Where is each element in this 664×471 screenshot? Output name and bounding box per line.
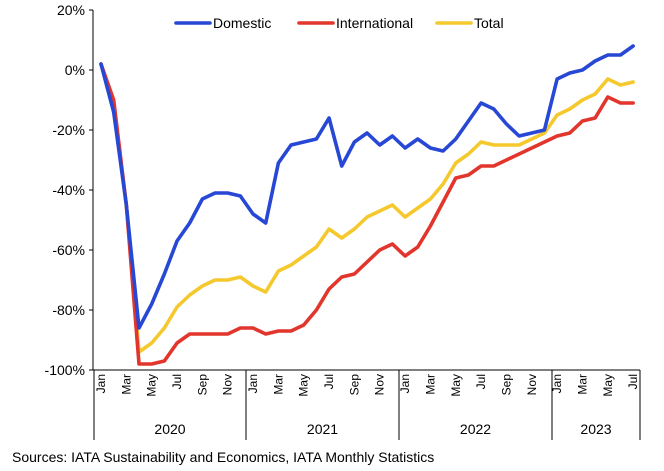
year-label: 2020: [154, 421, 185, 437]
y-tick-label: -20%: [52, 122, 85, 138]
series-line-domestic: [99, 44, 635, 330]
x-tick-label: Nov: [525, 374, 539, 395]
x-tick-label: May: [601, 374, 615, 397]
x-axis: Jan Mar May Jul Sep Nov Jan Mar May Jul Sep Nov Jan M…: [93, 369, 641, 440]
y-tick-label: -60%: [52, 242, 85, 258]
x-tick-label: Nov: [221, 374, 235, 395]
x-tick-label: Nov: [373, 374, 387, 395]
x-tick-label: Sep: [347, 374, 361, 396]
legend-label-international: International: [336, 15, 413, 31]
x-tick-label: Mar: [575, 374, 589, 395]
legend-label-total: Total: [474, 15, 504, 31]
x-tick-label: Jan: [94, 374, 108, 393]
x-tick-label: May: [449, 374, 463, 397]
series-lines: [99, 44, 635, 366]
x-tick-label: Mar: [119, 374, 133, 395]
y-tick-label: 20%: [57, 2, 85, 18]
y-axis: -100% -80% -60% -40% -20% 0% 20%: [45, 2, 94, 378]
y-tick-label: -100%: [45, 362, 85, 378]
x-tick-label: Jul: [474, 374, 488, 389]
x-tick-label: May: [145, 374, 159, 397]
y-tick-label: 0%: [65, 62, 85, 78]
x-tick-label: Sep: [499, 374, 513, 396]
x-tick-label: Mar: [271, 374, 285, 395]
year-label: 2021: [307, 421, 338, 437]
x-tick-label: Jul: [626, 374, 640, 389]
year-label: 2023: [580, 421, 611, 437]
y-tick-label: -80%: [52, 302, 85, 318]
x-tick-label: Jan: [398, 374, 412, 393]
x-tick-label: Mar: [423, 374, 437, 395]
x-tick-label: Jul: [322, 374, 336, 389]
x-tick-label: Jan: [550, 374, 564, 393]
legend-label-domestic: Domestic: [213, 15, 271, 31]
x-tick-label: Sep: [195, 374, 209, 396]
x-tick-label: Jul: [170, 374, 184, 389]
series-line-international: [99, 62, 635, 366]
y-tick-label: -40%: [52, 182, 85, 198]
source-note: Sources: IATA Sustainability and Economi…: [12, 449, 435, 465]
x-tick-label: May: [297, 374, 311, 397]
legend: Domestic International Total: [174, 15, 504, 31]
series-line-total: [99, 62, 635, 354]
x-tick-label: Jan: [246, 374, 260, 393]
year-label: 2022: [460, 421, 491, 437]
